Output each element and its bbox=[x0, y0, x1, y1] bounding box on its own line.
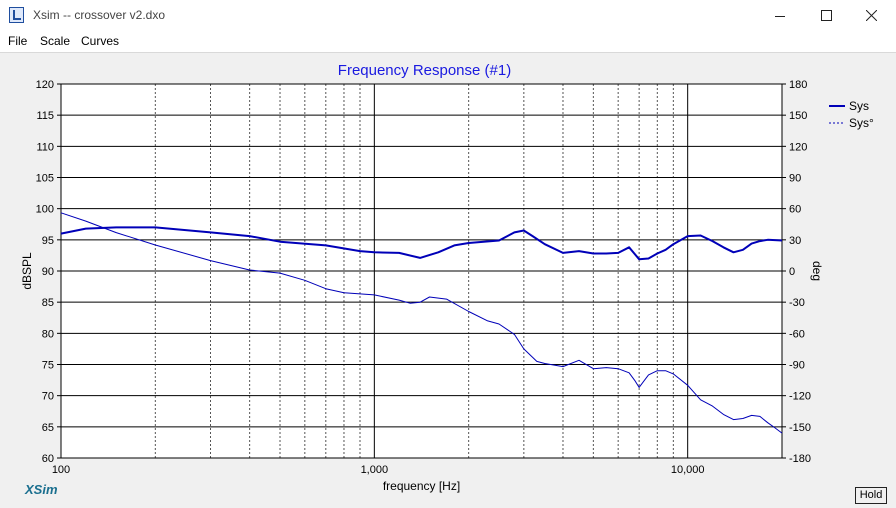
y-right-tick-label: -60 bbox=[789, 328, 805, 340]
y-right-tick-label: 180 bbox=[789, 79, 807, 91]
menu-curves[interactable]: Curves bbox=[81, 34, 120, 48]
frequency-response-chart: 120 115 110 105 100 95 90 85 80 75 70 65 60 180 150 120… bbox=[20, 62, 874, 493]
y-left-tick-label: 110 bbox=[36, 141, 54, 153]
y-left-tick-label: 90 bbox=[42, 266, 54, 278]
series-line-sys-phase bbox=[60, 212, 783, 434]
y-right-tick-label: -30 bbox=[789, 297, 805, 309]
menu-scale[interactable]: Scale bbox=[40, 34, 71, 48]
y-right-tick-label: -180 bbox=[789, 453, 811, 465]
y-right-tick-label: 150 bbox=[789, 110, 807, 122]
y-left-tick-label: 105 bbox=[36, 173, 54, 185]
series-line-sys-spl bbox=[60, 226, 783, 261]
y-left-tick-label: 115 bbox=[36, 110, 54, 122]
hold-button[interactable]: Hold bbox=[855, 487, 887, 504]
maximize-button[interactable] bbox=[803, 0, 849, 32]
y-right-tick-label: 60 bbox=[789, 204, 801, 216]
y-right-tick-label: 0 bbox=[789, 266, 795, 278]
menu-bar: File Scale Curves bbox=[0, 32, 896, 52]
y-right-tick-label: 90 bbox=[789, 173, 801, 185]
close-button[interactable] bbox=[849, 0, 895, 32]
y-left-tick-label: 85 bbox=[42, 297, 54, 309]
legend-label-sys: Sys bbox=[849, 99, 869, 113]
close-icon bbox=[866, 10, 877, 21]
legend-label-sys-phase: Sys° bbox=[849, 116, 874, 130]
y-axis-label-left: dBSPL bbox=[20, 252, 34, 290]
y-left-tick-label: 60 bbox=[42, 453, 54, 465]
x-tick-label: 100 bbox=[52, 464, 70, 476]
title-bar: Xsim -- crossover v2.dxo bbox=[0, 0, 896, 32]
window-title: Xsim -- crossover v2.dxo bbox=[33, 8, 166, 22]
y-right-tick-label: -150 bbox=[789, 422, 811, 434]
y-right-tick-label: -90 bbox=[789, 360, 805, 372]
y-axis-label-right: deg bbox=[810, 261, 824, 281]
y-right-tick-label: 30 bbox=[789, 235, 801, 247]
minimize-button[interactable] bbox=[757, 0, 803, 32]
chart-title: Frequency Response (#1) bbox=[338, 62, 511, 79]
x-axis-label: frequency [Hz] bbox=[383, 479, 460, 493]
y-left-tick-label: 70 bbox=[42, 391, 54, 403]
y-left-tick-label: 120 bbox=[36, 79, 54, 91]
y-left-tick-label: 65 bbox=[42, 422, 54, 434]
y-right-tick-label: 120 bbox=[789, 141, 807, 153]
y-left-tick-label: 75 bbox=[42, 360, 54, 372]
x-tick-label: 10,000 bbox=[671, 464, 705, 476]
y-left-tick-label: 80 bbox=[42, 328, 54, 340]
menu-file[interactable]: File bbox=[8, 34, 28, 48]
x-tick-label: 1,000 bbox=[361, 464, 389, 476]
xsim-app-icon bbox=[9, 7, 24, 23]
y-left-tick-label: 100 bbox=[36, 204, 54, 216]
y-right-tick-label: -120 bbox=[789, 391, 811, 403]
y-left-tick-label: 95 bbox=[42, 235, 54, 247]
xsim-logo: XSim bbox=[25, 482, 58, 497]
